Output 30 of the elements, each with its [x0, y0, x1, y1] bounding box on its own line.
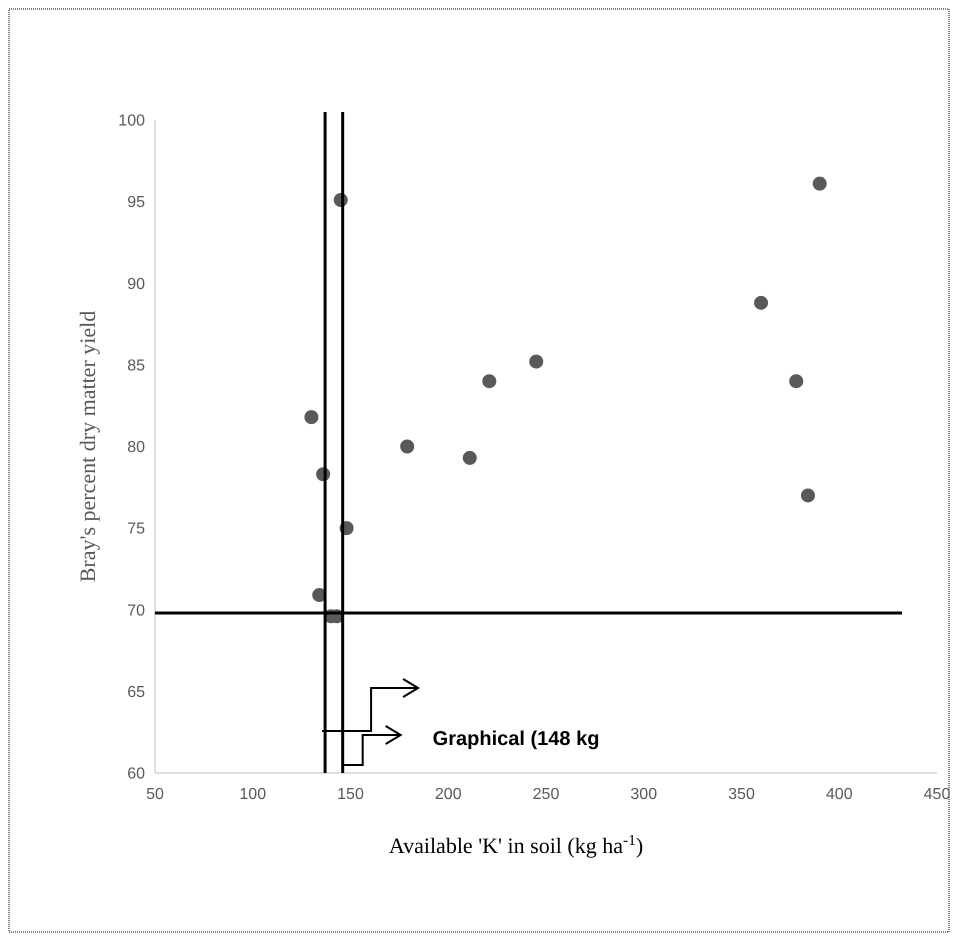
point	[812, 176, 827, 191]
y-tick-label: 85	[127, 357, 146, 374]
point	[754, 296, 768, 310]
x-tick-label: 100	[239, 786, 266, 803]
y-tick-label: 100	[118, 112, 146, 130]
x-tick-label: 50	[146, 786, 164, 803]
y-tick-label: 70	[127, 602, 146, 620]
y-tick-label: 65	[127, 684, 146, 701]
x-tick-label: 300	[630, 786, 658, 803]
annotation: Graphical (148 kg	[432, 728, 600, 750]
point	[462, 450, 477, 465]
y-axis-title: Bray's percent dry matter yield	[75, 310, 100, 582]
y-tick-label: 80	[127, 439, 146, 456]
x-tick-label: 450	[924, 786, 950, 803]
x-tick-label: 200	[434, 786, 462, 803]
point	[482, 374, 496, 388]
x-tick-label: 350	[728, 786, 755, 803]
y-tick-label: 60	[127, 766, 146, 783]
x-tick-label: 400	[826, 786, 853, 803]
x-tick-label: 250	[532, 786, 560, 803]
x-axis-title: Available 'K' in soil (kg ha$^{-1}$)	[388, 832, 644, 858]
y-tick-label: 75	[127, 520, 146, 538]
point	[400, 440, 414, 454]
y-tick-label: 95	[127, 194, 146, 212]
point	[789, 374, 804, 388]
point	[800, 488, 815, 502]
y-tick-label: 90	[127, 276, 146, 293]
x-tick-label: 150	[337, 786, 364, 803]
point	[304, 410, 318, 424]
point	[529, 354, 544, 369]
